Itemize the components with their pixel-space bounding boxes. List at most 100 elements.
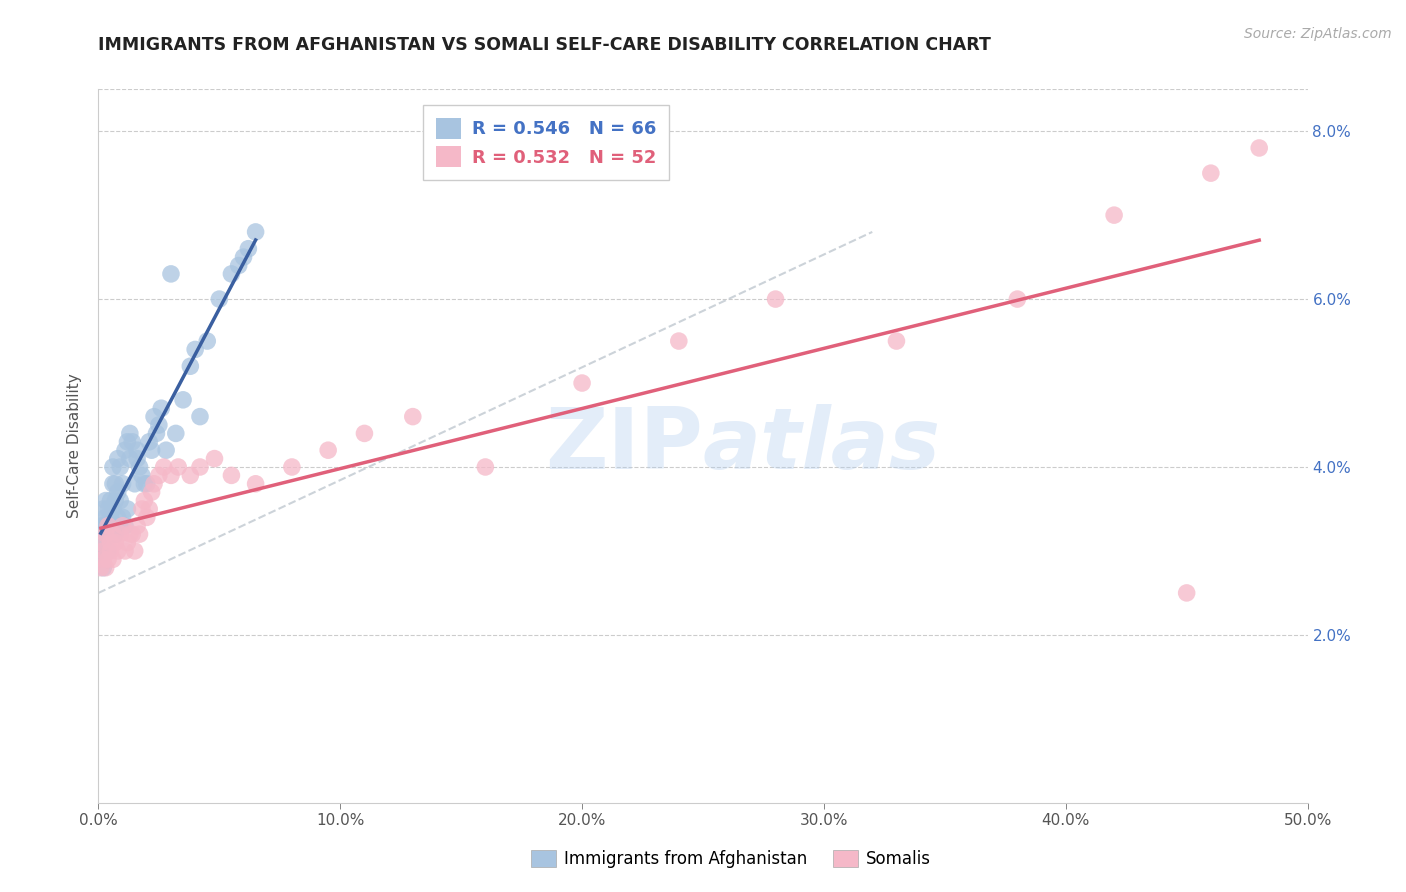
Point [100,544,122,558]
Point [195,334,218,348]
Point [121,527,143,541]
Text: atlas: atlas [703,404,941,488]
Point [100,493,122,508]
Point [165,426,187,441]
Point [131,502,153,516]
Point [101,518,124,533]
Point [108,518,131,533]
Point [141,443,163,458]
Point [145,426,167,441]
Point [571,376,593,390]
Point [160,267,183,281]
Point [114,544,136,558]
Point [148,468,170,483]
Point [90,518,112,533]
Point [100,527,122,541]
Point [179,359,201,374]
Point [107,485,129,500]
Point [135,476,157,491]
Point [111,518,134,533]
Point [1249,141,1271,155]
Point [97,544,120,558]
Point [143,476,166,491]
Point [117,434,139,449]
Point [134,476,156,491]
Point [188,460,211,475]
Point [107,544,129,558]
Point [94,560,117,574]
Point [238,242,260,256]
Point [114,443,136,458]
Point [104,493,127,508]
Point [91,544,114,558]
Point [94,527,117,541]
Point [160,468,183,483]
Point [184,343,207,357]
Point [281,460,304,475]
Point [128,527,150,541]
Point [148,417,170,432]
Legend: R = 0.546   N = 66, R = 0.532   N = 52: R = 0.546 N = 66, R = 0.532 N = 52 [423,105,669,179]
Point [101,502,124,516]
Point [765,292,787,306]
Point [232,250,254,264]
Point [94,527,117,541]
Point [104,476,127,491]
Point [90,560,112,574]
Point [172,392,194,407]
Point [91,535,114,549]
Point [97,502,120,516]
Point [204,451,226,466]
Point [108,527,131,541]
Point [127,443,149,458]
Point [228,259,250,273]
Point [474,460,496,475]
Point [91,518,114,533]
Point [94,493,117,508]
Point [1175,586,1198,600]
Point [1102,208,1125,222]
Point [100,510,122,524]
Point [97,518,120,533]
Point [245,476,267,491]
Legend: Immigrants from Afghanistan, Somalis: Immigrants from Afghanistan, Somalis [524,843,938,875]
Point [111,476,134,491]
Point [127,451,149,466]
Point [167,460,190,475]
Point [134,493,156,508]
Point [150,401,173,416]
Text: Source: ZipAtlas.com: Source: ZipAtlas.com [1244,27,1392,41]
Point [316,443,339,458]
Point [91,552,114,566]
Point [108,460,131,475]
Point [155,443,177,458]
Point [90,535,112,549]
Point [111,510,134,524]
Point [188,409,211,424]
Point [121,434,143,449]
Point [179,468,201,483]
Point [90,552,112,566]
Point [141,485,163,500]
Text: ZIP: ZIP [546,404,703,488]
Point [668,334,690,348]
Point [886,334,908,348]
Point [91,502,114,516]
Point [138,434,160,449]
Point [94,510,117,524]
Point [91,560,114,574]
Point [131,468,153,483]
Point [135,510,157,524]
Point [101,527,124,541]
Point [107,510,129,524]
Point [97,552,120,566]
Point [124,476,146,491]
Point [104,535,127,549]
Point [90,544,112,558]
Point [128,460,150,475]
Point [221,267,243,281]
Point [208,292,231,306]
Point [138,502,160,516]
Point [101,476,124,491]
Point [101,552,124,566]
